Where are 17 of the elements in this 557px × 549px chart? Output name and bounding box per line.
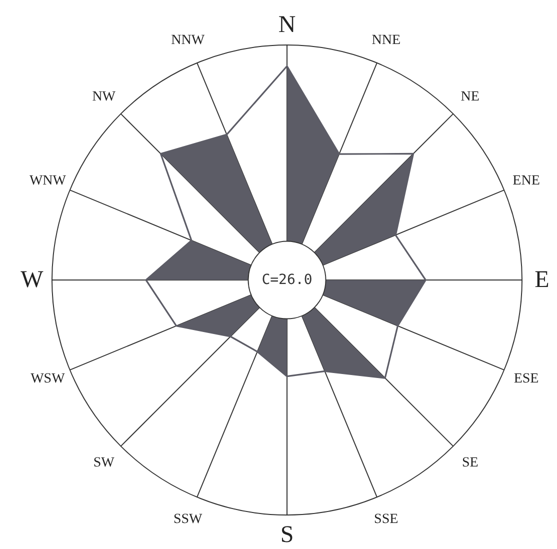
spoke-label: ESE bbox=[514, 372, 539, 387]
spoke-label: SSE bbox=[374, 512, 398, 527]
spoke-label: ENE bbox=[512, 173, 540, 188]
spoke-label: N bbox=[278, 12, 296, 38]
spoke-label: E bbox=[534, 267, 550, 293]
spoke-label: W bbox=[20, 267, 44, 293]
spoke-label: NNE bbox=[372, 33, 401, 48]
text: C=26.0 bbox=[262, 272, 312, 288]
spoke-label: WSW bbox=[30, 372, 66, 387]
spoke-label: NNW bbox=[171, 33, 206, 48]
spoke-label: SSW bbox=[173, 512, 204, 527]
spoke-label: S bbox=[280, 522, 294, 548]
spoke-label: SW bbox=[93, 456, 116, 471]
spoke-label: SE bbox=[462, 456, 478, 471]
spoke-label: NE bbox=[460, 89, 480, 104]
spoke-label: NW bbox=[92, 89, 116, 104]
spoke-label: WNW bbox=[29, 173, 67, 188]
